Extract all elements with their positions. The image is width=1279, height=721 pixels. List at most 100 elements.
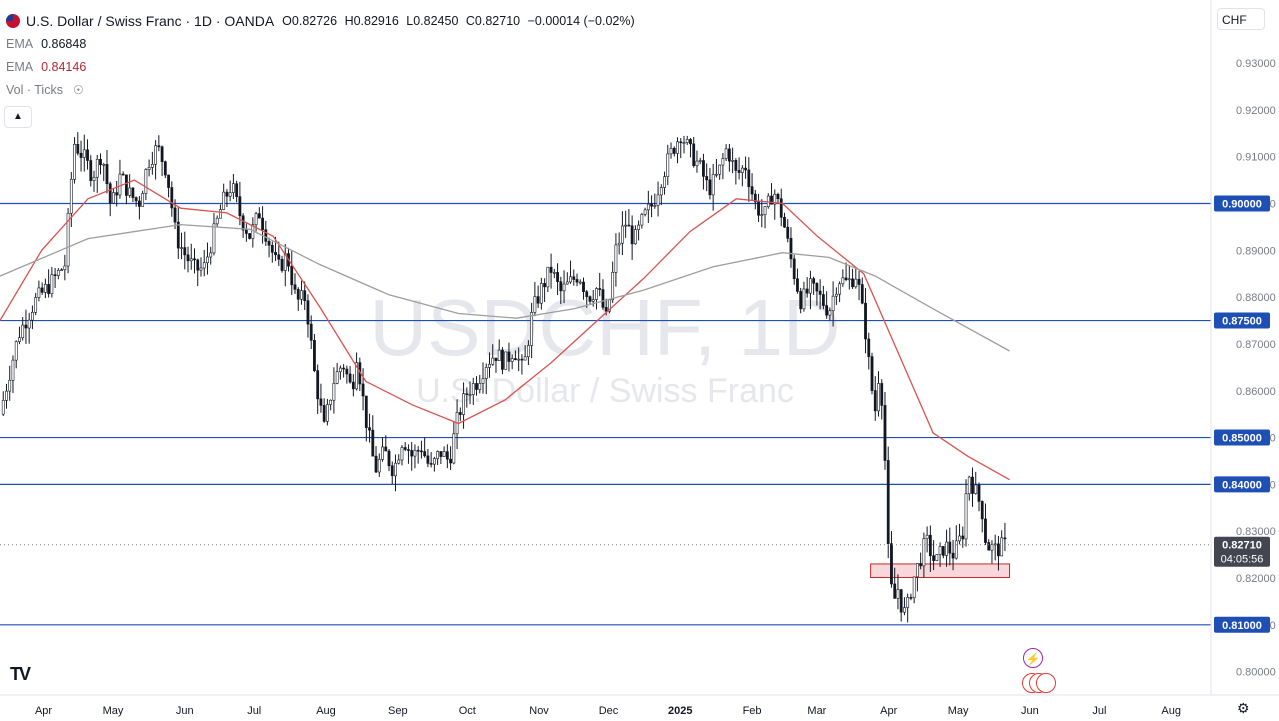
candle-body [935, 554, 939, 561]
candle-body [617, 242, 621, 246]
candle-body [896, 589, 900, 599]
collapse-legend-button[interactable]: ▲ [4, 106, 32, 128]
candle-body [368, 427, 371, 431]
candle-body [361, 383, 365, 397]
eye-hidden-icon[interactable]: ☉ [72, 82, 84, 97]
last-price-label: 0.82710 [1222, 540, 1262, 552]
candle-body [980, 501, 984, 520]
candle-body [397, 459, 401, 464]
candle-body [471, 383, 475, 395]
candle-body [650, 203, 653, 207]
candle-body [734, 160, 738, 171]
candle-body [73, 144, 76, 180]
y-tick-label: 0.82000 [1236, 573, 1276, 585]
lightning-icon[interactable]: ⚡ [1023, 648, 1043, 668]
candle-body [997, 543, 1000, 557]
candle-body [335, 371, 339, 384]
candle-body [919, 563, 923, 567]
candle-body [893, 583, 897, 599]
volume-legend[interactable]: Vol · Ticks ☉ [6, 82, 84, 97]
candle-body [744, 167, 747, 171]
gear-icon[interactable]: ⚙ [1237, 700, 1250, 716]
candle-body [170, 187, 174, 209]
candle-body [659, 187, 663, 196]
candle-body [844, 277, 848, 281]
candle-body [212, 223, 216, 254]
ema-slow-line[interactable] [0, 223, 1010, 352]
candle-body [274, 252, 277, 256]
candle-body [371, 429, 375, 457]
chevron-up-icon: ▲ [13, 111, 23, 122]
y-tick-label: 0.92000 [1236, 105, 1276, 117]
candle-body [322, 405, 326, 422]
candle-body [520, 358, 524, 361]
candle-body [964, 493, 968, 540]
candle-body [413, 449, 417, 457]
candle-body [244, 229, 248, 234]
candle-body [841, 277, 845, 285]
candle-body [436, 451, 440, 459]
candle-body [306, 300, 310, 325]
ema-fast-legend[interactable]: EMA 0.84146 [6, 59, 87, 74]
candle-body [718, 164, 722, 175]
candle-body [481, 378, 485, 384]
tradingview-logo-icon[interactable]: TV [10, 664, 31, 684]
candle-body [342, 367, 346, 370]
candle-body [627, 224, 631, 227]
candle-body [727, 148, 731, 162]
us-flag-icon[interactable] [1022, 673, 1058, 695]
candle-body [711, 174, 715, 196]
candle-body [326, 404, 329, 422]
candle-body [1000, 537, 1004, 557]
candle-body [95, 158, 99, 178]
candle-body [374, 455, 378, 473]
candle-body [588, 296, 592, 302]
candle-body [860, 284, 864, 304]
y-tick-label: 0.89000 [1236, 245, 1276, 257]
candle-body [682, 142, 686, 144]
candle-body [105, 164, 109, 185]
candle-body [961, 535, 965, 540]
currency-button[interactable]: CHF [1217, 8, 1265, 30]
candle-body [432, 458, 436, 465]
candle-body [43, 284, 47, 293]
candle-body [514, 358, 517, 361]
candle-body [141, 193, 145, 207]
candle-body [530, 312, 534, 346]
candle-body [757, 201, 760, 216]
candle-body [1003, 537, 1007, 540]
symbol-title[interactable]: U.S. Dollar / Swiss Franc · 1D · OANDA [26, 13, 275, 29]
x-tick-label: Jul [247, 705, 261, 717]
candle-body [290, 265, 294, 286]
candle-body [698, 160, 702, 162]
candle-body [543, 283, 547, 288]
candle-body [591, 299, 595, 302]
ohlc-values: O0.82726 H0.82916 L0.82450 C0.82710 −0.0… [282, 14, 635, 28]
candle-body [34, 297, 38, 313]
candle-body [468, 394, 472, 396]
candle-body [611, 272, 615, 301]
candle-body [79, 152, 83, 158]
candle-body [180, 247, 183, 249]
candle-body [442, 451, 446, 457]
candle-body [831, 295, 835, 312]
candle-body [880, 383, 884, 406]
ema-slow-legend[interactable]: EMA 0.86848 [6, 36, 87, 51]
candle-body [31, 312, 34, 321]
candle-body [724, 148, 728, 159]
x-tick-label: Jun [176, 705, 194, 717]
candle-body [601, 289, 605, 308]
ema-fast-line[interactable] [0, 179, 1010, 481]
candle-body [423, 451, 427, 457]
y-tick-label: 0.88000 [1236, 292, 1276, 304]
candle-body [867, 338, 871, 357]
change-value: −0.00014 (−0.02%) [527, 14, 635, 28]
candle-body [277, 254, 281, 260]
candle-body [523, 356, 527, 361]
candle-body [556, 272, 559, 282]
candle-body [270, 244, 274, 253]
candle-body [572, 276, 576, 280]
candle-body [462, 393, 465, 415]
candle-body [582, 281, 585, 292]
